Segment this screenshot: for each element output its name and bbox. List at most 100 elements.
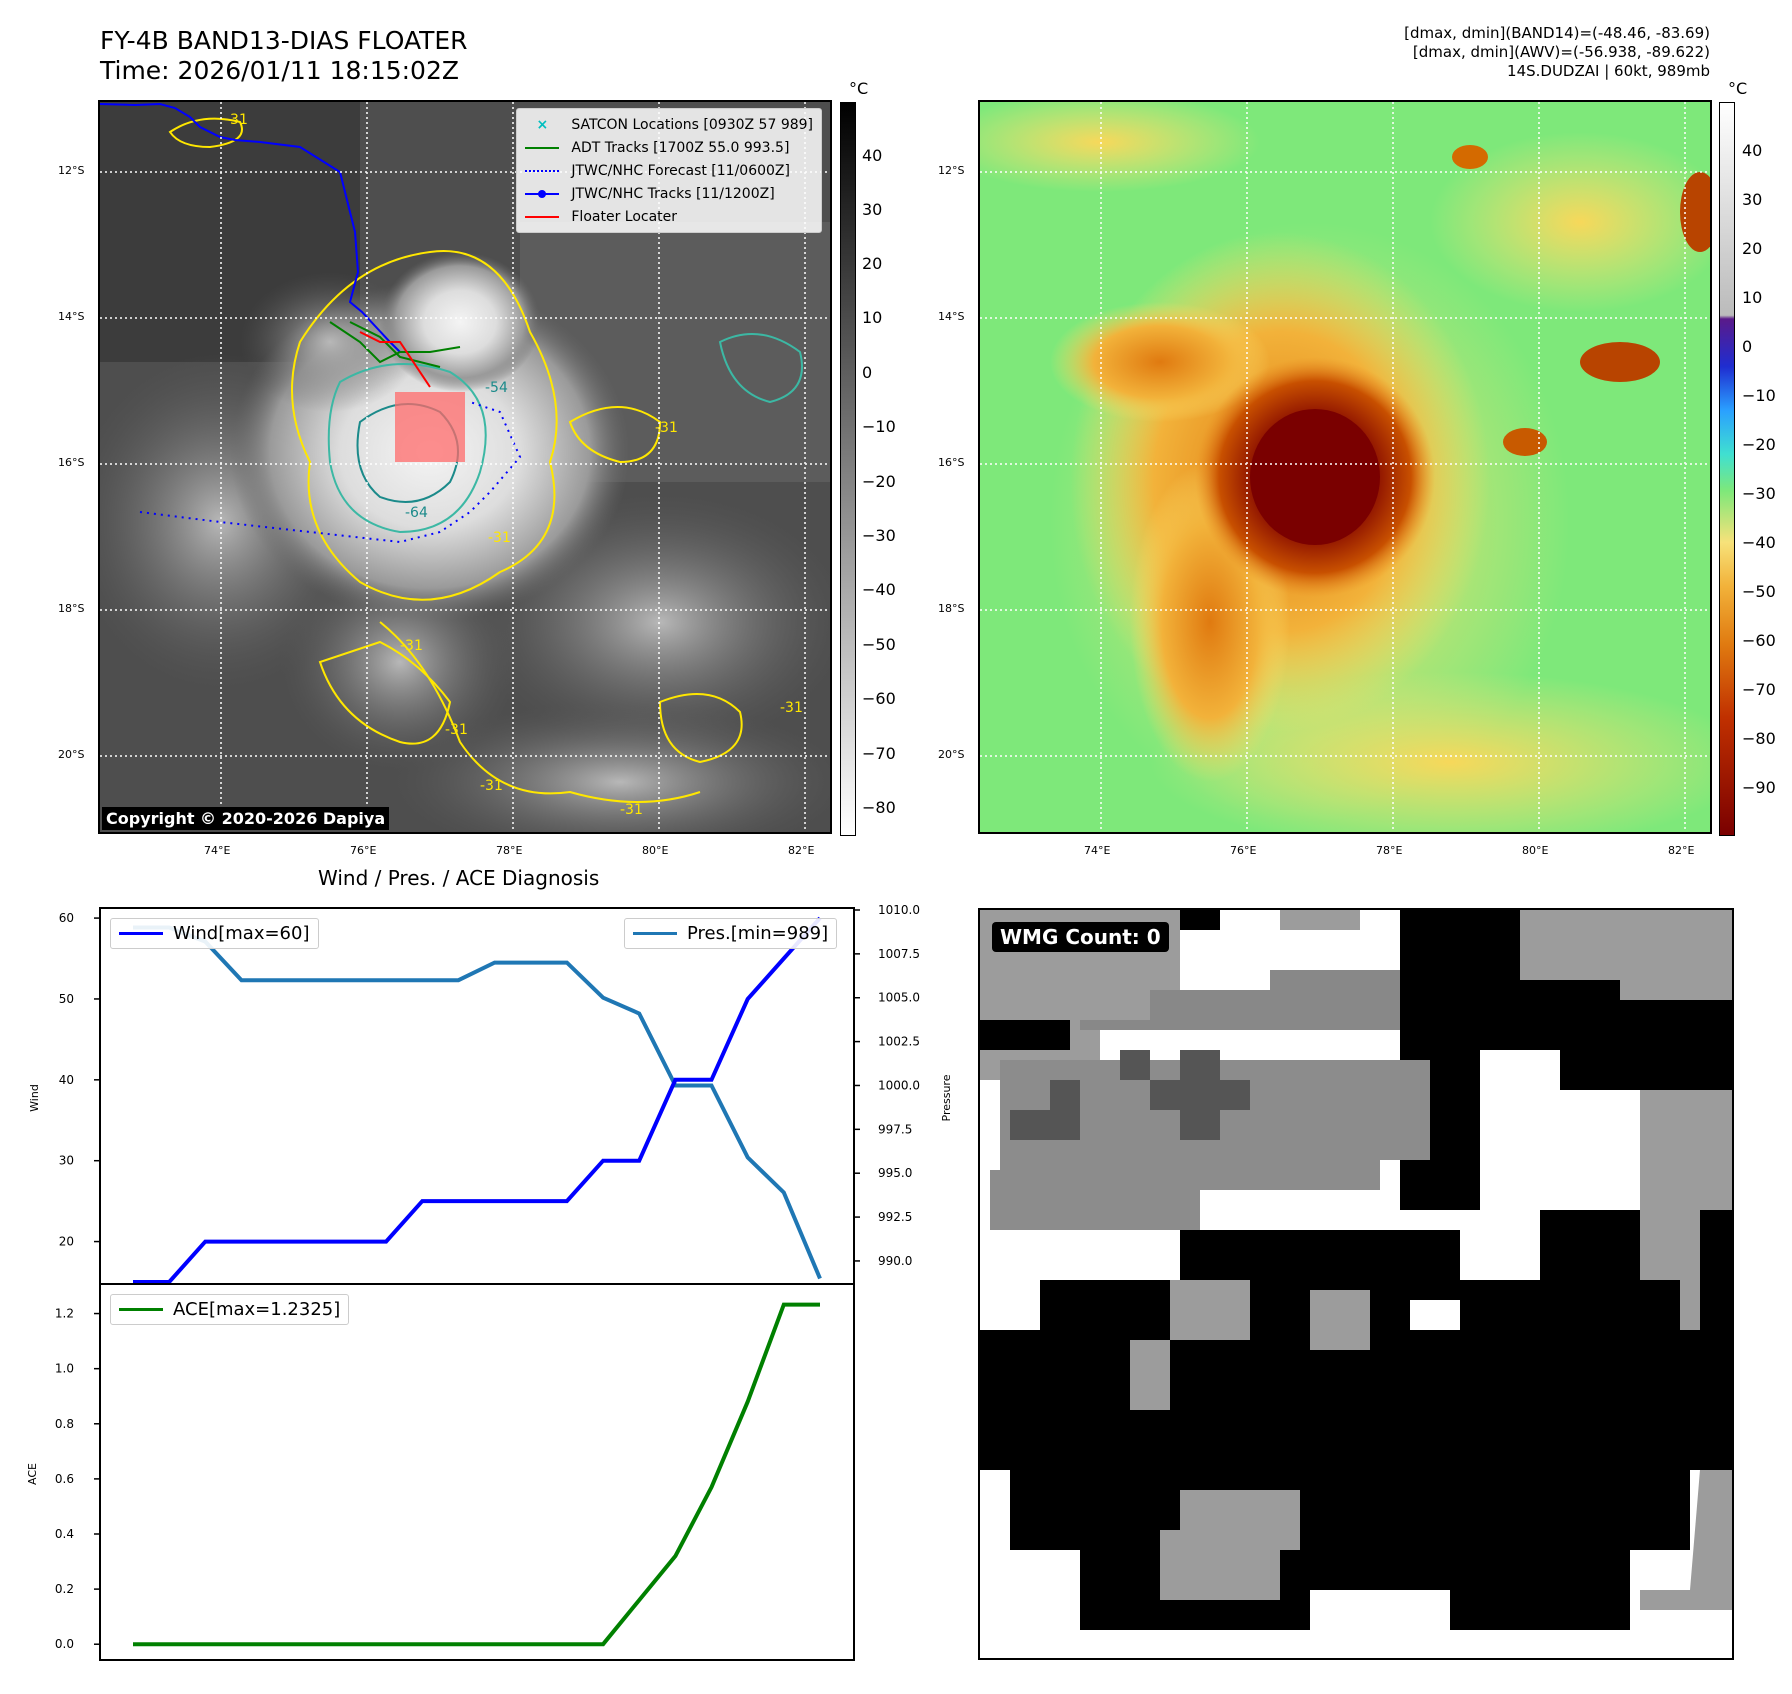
lon-label: 74°E	[204, 844, 231, 857]
wv-colorbar-tick: 0	[1742, 337, 1753, 356]
wv-colorbar-unit: °C	[1728, 79, 1748, 98]
pressure-axis-label: Pressure	[940, 1074, 953, 1121]
wind-tick-label: 60	[59, 911, 74, 925]
ir-colorbar-tick: −70	[862, 744, 896, 763]
line-swatch-icon	[119, 932, 163, 935]
lon-label: 82°E	[1668, 844, 1695, 857]
contour-label: -54	[485, 380, 508, 396]
lon-label: 80°E	[1522, 844, 1549, 857]
lon-label: 82°E	[788, 844, 815, 857]
wmg-count-label: WMG Count: 0	[992, 922, 1169, 952]
legend-adt: ADT Tracks [1700Z 55.0 993.5]	[525, 136, 813, 159]
lon-label: 78°E	[496, 844, 523, 857]
wmg-panel: WMG Count: 0	[978, 908, 1734, 1660]
legend-tracks: JTWC/NHC Tracks [11/1200Z]	[525, 182, 813, 205]
ace-tick-label: 0.4	[55, 1527, 74, 1541]
ir-colorbar-tick: −10	[862, 417, 896, 436]
pressure-tick-label: 997.5	[878, 1122, 912, 1136]
ir-colorbar-tick: −30	[862, 526, 896, 545]
wv-colorbar	[1719, 102, 1735, 836]
ir-colorbar	[840, 102, 856, 836]
pressure-tick-label: 1007.5	[878, 947, 920, 961]
wind-legend: Wind[max=60]	[110, 918, 319, 949]
legend-forecast: JTWC/NHC Forecast [11/0600Z]	[525, 159, 813, 182]
pressure-tick-label: 1005.0	[878, 991, 920, 1005]
contour-label: -64	[405, 505, 428, 521]
ace-tick-label: 0.0	[55, 1637, 74, 1651]
lat-label: 20°S	[938, 748, 965, 761]
info-band14: [dmax, dmin](BAND14)=(-48.46, -83.69)	[1404, 24, 1710, 42]
wv-colorbar-tick: −50	[1742, 582, 1776, 601]
contour-label: -31	[480, 778, 503, 794]
info-awv: [dmax, dmin](AWV)=(-56.938, -89.622)	[1412, 43, 1710, 61]
wind-tick-label: 50	[59, 992, 74, 1006]
ir-colorbar-unit: °C	[849, 79, 869, 98]
wv-colorbar-tick: −60	[1742, 631, 1776, 650]
ir-map-legend: × SATCON Locations [0930Z 57 989] ADT Tr…	[516, 108, 822, 233]
ace-tick-label: 1.2	[55, 1307, 74, 1321]
lat-label: 16°S	[938, 456, 965, 469]
ace-tick-label: 0.8	[55, 1417, 74, 1431]
legend-satcon: × SATCON Locations [0930Z 57 989]	[536, 116, 814, 133]
lat-label: 20°S	[58, 748, 85, 761]
contour-label: -31	[400, 638, 423, 654]
legend-label: ADT Tracks [1700Z 55.0 993.5]	[571, 139, 790, 156]
figure-title: FY-4B BAND13-DIAS FLOATER	[100, 26, 468, 55]
legend-label: JTWC/NHC Forecast [11/0600Z]	[571, 162, 790, 179]
pressure-tick-label: 992.5	[878, 1210, 912, 1224]
wv-colorbar-tick: 10	[1742, 288, 1763, 307]
pressure-tick-label: 1010.0	[878, 903, 920, 917]
ir-colorbar-tick: 20	[862, 254, 883, 273]
wv-colorbar-tick: −10	[1742, 386, 1776, 405]
wind-series-line	[133, 916, 822, 1284]
lat-label: 12°S	[938, 164, 965, 177]
pressure-series-line	[133, 925, 822, 1280]
wv-colorbar-tick: 30	[1742, 190, 1763, 209]
contour-label: -31	[225, 112, 248, 128]
figure-time: Time: 2026/01/11 18:15:02Z	[100, 56, 459, 85]
ir-colorbar-tick: 40	[862, 146, 883, 165]
ace-legend-label: ACE[max=1.2325]	[173, 1299, 341, 1320]
wv-colorbar-tick: −70	[1742, 680, 1776, 699]
wind-tick-label: 40	[59, 1073, 74, 1087]
line-swatch-icon	[525, 146, 560, 149]
ace-tick-label: 0.6	[55, 1472, 74, 1486]
wv-colorbar-tick: −20	[1742, 435, 1776, 454]
wv-colorbar-tick: −30	[1742, 484, 1776, 503]
legend-label: JTWC/NHC Tracks [11/1200Z]	[571, 185, 775, 202]
wv-map-panel	[978, 100, 1712, 834]
ir-colorbar-tick: −50	[862, 635, 896, 654]
lat-label: 18°S	[938, 602, 965, 615]
wind-tick-label: 20	[59, 1235, 74, 1249]
lat-label: 14°S	[58, 310, 85, 323]
pressure-legend-label: Pres.[min=989]	[687, 923, 829, 944]
lat-label: 16°S	[58, 456, 85, 469]
wv-map-image	[980, 102, 1710, 832]
info-storm: 14S.DUDZAI | 60kt, 989mb	[1507, 62, 1710, 80]
pressure-tick-label: 995.0	[878, 1166, 912, 1180]
wind-axis-label: Wind	[28, 1084, 41, 1112]
legend-label: Floater Locater	[571, 208, 678, 225]
lat-label: 12°S	[58, 164, 85, 177]
wind-tick-label: 30	[59, 1154, 74, 1168]
wv-colorbar-tick: 40	[1742, 141, 1763, 160]
legend-label: SATCON Locations [0930Z 57 989]	[571, 116, 813, 133]
copyright-label: Copyright © 2020-2026 Dapiya	[102, 807, 390, 830]
contour-label: -31	[620, 802, 643, 818]
wmg-image	[980, 910, 1732, 1658]
contour-label: -31	[445, 722, 468, 738]
ace-tick-label: 1.0	[55, 1362, 74, 1376]
contour-label: -31	[780, 700, 803, 716]
dotted-line-icon	[525, 169, 560, 172]
diagnosis-title: Wind / Pres. / ACE Diagnosis	[318, 866, 600, 890]
ir-colorbar-tick: −80	[862, 798, 896, 817]
wv-colorbar-tick: 20	[1742, 239, 1763, 258]
ir-colorbar-tick: −60	[862, 689, 896, 708]
ace-series-line	[133, 1302, 820, 1647]
ir-colorbar-tick: 10	[862, 308, 883, 327]
lat-label: 18°S	[58, 602, 85, 615]
ir-colorbar-tick: 30	[862, 200, 883, 219]
lon-label: 78°E	[1376, 844, 1403, 857]
ir-colorbar-tick: −20	[862, 472, 896, 491]
wv-colorbar-tick: −90	[1742, 778, 1776, 797]
